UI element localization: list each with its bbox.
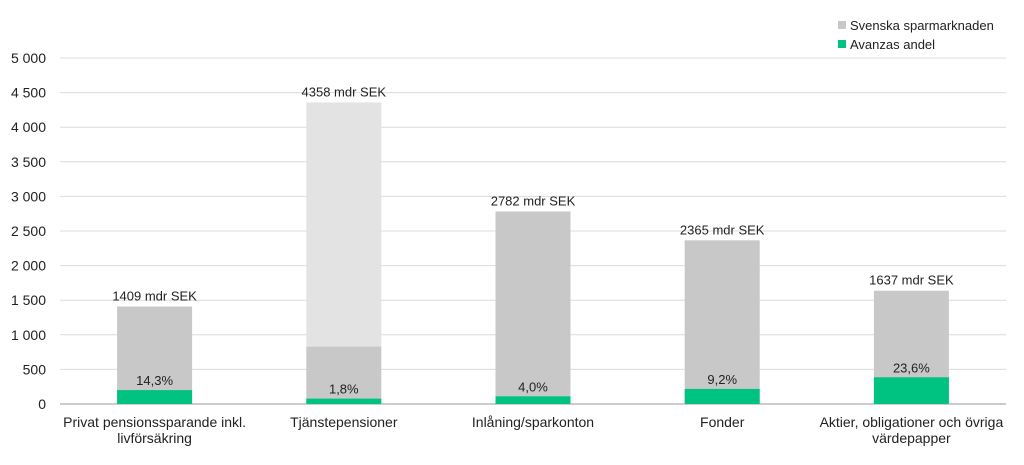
category-label: Tjänstepensioner (290, 414, 398, 430)
category-label: Privat pensionssparande inkl. (63, 414, 246, 430)
y-tick-label: 1 000 (11, 327, 46, 343)
share-data-label: 23,6% (893, 360, 930, 375)
market-bar-lower (306, 346, 382, 404)
legend-swatch-share (838, 40, 846, 48)
category-label: livförsäkring (117, 430, 192, 446)
category-label: värdepapper (872, 430, 951, 446)
total-data-label: 1409 mdr SEK (112, 288, 197, 303)
market-bar (495, 211, 571, 404)
y-tick-label: 3 500 (11, 154, 46, 170)
share-bar (684, 388, 760, 404)
share-bar (873, 377, 949, 404)
y-tick-label: 2 000 (11, 258, 46, 274)
y-tick-label: 5 000 (11, 50, 46, 66)
market-bar (684, 240, 760, 404)
share-data-label: 14,3% (136, 373, 173, 388)
legend-label-share: Avanzas andel (850, 37, 935, 52)
y-tick-label: 2 500 (11, 223, 46, 239)
y-tick-label: 4 000 (11, 119, 46, 135)
total-data-label: 2365 mdr SEK (680, 222, 765, 237)
y-tick-label: 3 000 (11, 188, 46, 204)
y-tick-label: 500 (23, 361, 47, 377)
share-bar (117, 390, 193, 404)
market-bar-upper (306, 102, 382, 347)
category-label: Aktier, obligationer och övriga (820, 414, 1004, 430)
market-bar (117, 306, 193, 404)
share-data-label: 9,2% (707, 372, 737, 387)
share-data-label: 1,8% (329, 382, 359, 397)
share-bar (495, 396, 571, 404)
legend-label-market: Svenska sparmarknaden (850, 18, 994, 33)
total-data-label: 2782 mdr SEK (491, 193, 576, 208)
total-data-label: 4358 mdr SEK (302, 84, 387, 99)
y-tick-label: 4 500 (11, 85, 46, 101)
y-tick-label: 0 (38, 396, 46, 412)
share-bar (306, 398, 382, 404)
category-label: Inlåning/sparkonton (472, 414, 594, 430)
y-tick-label: 1 500 (11, 292, 46, 308)
legend-swatch-market (838, 21, 846, 29)
category-label: Fonder (700, 414, 745, 430)
total-data-label: 1637 mdr SEK (869, 273, 954, 288)
share-data-label: 4,0% (518, 379, 548, 394)
